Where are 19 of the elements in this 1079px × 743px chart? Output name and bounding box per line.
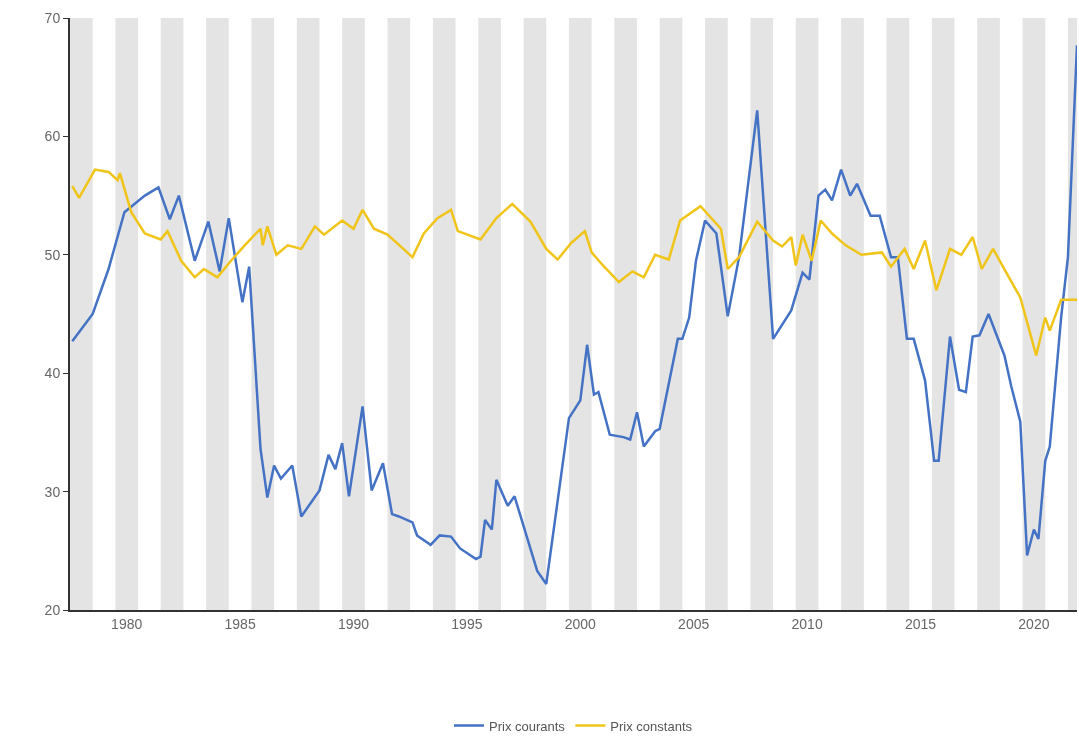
legend-label: Prix courants (489, 718, 566, 734)
legend-label: Prix constants (610, 718, 693, 734)
y-tick-label: 50 (44, 246, 61, 263)
y-tick-label: 60 (44, 128, 61, 145)
x-tick-label: 1980 (111, 615, 143, 632)
x-tick-label: 2020 (1018, 615, 1050, 632)
x-tick-label: 1985 (224, 615, 256, 632)
x-tick-label: 2005 (678, 615, 710, 632)
line-series (71, 43, 1077, 586)
x-tick-label: 2010 (791, 615, 823, 632)
x-tick-label: 1995 (451, 615, 483, 632)
y-tick-label: 30 (44, 483, 61, 500)
x-tick-label: 2000 (564, 615, 597, 632)
x-tick-label: 1990 (337, 615, 370, 632)
y-tick-label: 40 (44, 365, 61, 382)
y-tick-label: 70 (44, 9, 61, 26)
y-tick-label: 20 (44, 601, 61, 618)
line-series (71, 168, 1077, 357)
x-tick-label: 2015 (904, 615, 937, 632)
